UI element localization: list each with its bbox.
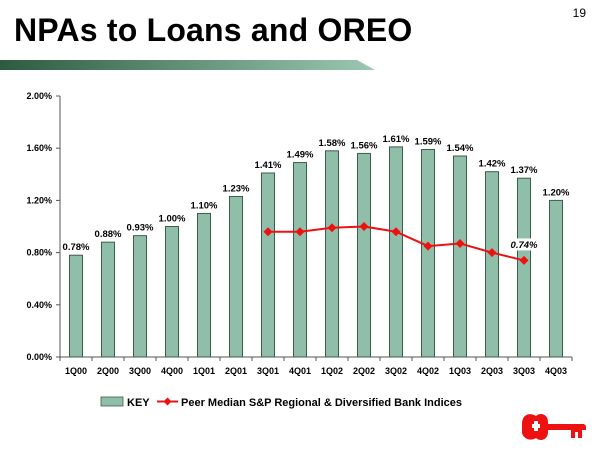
- bar: [101, 241, 115, 358]
- page-number: 19: [572, 6, 586, 20]
- bar-data-label: 1.58%: [319, 138, 346, 149]
- x-tick-label: 1Q03: [449, 366, 471, 376]
- x-tick-label: 2Q00: [97, 366, 119, 376]
- bar-data-label: 1.49%: [287, 150, 314, 161]
- y-tick-label: 0.00%: [26, 352, 52, 362]
- bar-data-labels: 0.78% 0.88% 0.93% 1.00% 1.10% 1.23% 1.41% 1.49%…: [63, 134, 570, 253]
- x-tick-label: 3Q03: [513, 366, 535, 376]
- bar-data-label: 0.88%: [95, 229, 122, 240]
- bar: [133, 235, 147, 358]
- x-tick-label: 1Q02: [321, 366, 343, 376]
- peer-point-marker: [423, 241, 433, 251]
- peer-annotation-bg: [508, 238, 540, 251]
- peer-point-marker: [359, 222, 369, 231]
- bar-data-label: 1.42%: [479, 159, 506, 170]
- peer-point-marker: [519, 255, 529, 265]
- peer-point-marker: [327, 223, 337, 233]
- legend-label-peer: Peer Median S&P Regional & Diversified B…: [181, 397, 462, 409]
- bar: [69, 254, 83, 358]
- x-tick-label: 2Q02: [353, 366, 375, 376]
- y-tick-label: 0.40%: [26, 300, 52, 310]
- bar: [197, 212, 211, 358]
- bar: [389, 146, 403, 358]
- bar: [357, 152, 371, 358]
- peer-annotation-label: 0.74%: [511, 240, 538, 251]
- x-tick-label: 4Q02: [417, 366, 439, 376]
- bar-data-label: 1.00%: [159, 214, 186, 225]
- key-icon: [522, 414, 586, 440]
- bar: [517, 177, 531, 358]
- bar: [549, 199, 563, 358]
- bar: [453, 155, 467, 358]
- bar-data-label: 1.56%: [351, 140, 378, 151]
- bar: [261, 172, 275, 358]
- legend-swatch-key: [100, 396, 124, 407]
- bar-data-label: 0.93%: [127, 223, 154, 234]
- peer-point-marker: [295, 227, 305, 237]
- peer-point-marker: [263, 227, 273, 237]
- y-tick-label: 1.60%: [26, 143, 52, 153]
- x-tick-label: 4Q01: [289, 366, 311, 376]
- y-tick-label: 0.80%: [26, 248, 52, 258]
- x-tick-label: 4Q03: [545, 366, 567, 376]
- x-tick-label: 2Q01: [225, 366, 247, 376]
- y-axis: 0.00% 0.40% 0.80% 1.20% 1.60% 2.00%: [26, 91, 61, 362]
- x-tick-label: 4Q00: [161, 366, 183, 376]
- bar-data-label: 1.37%: [511, 165, 538, 176]
- bar-data-label: 1.10%: [191, 200, 218, 211]
- x-tick-label: 3Q00: [129, 366, 151, 376]
- peer-point-marker: [487, 248, 497, 258]
- x-tick-label: 3Q01: [257, 366, 279, 376]
- x-tick-label: 3Q02: [385, 366, 407, 376]
- legend-swatch-peer-marker: [163, 397, 172, 406]
- bar: [325, 150, 339, 358]
- line-series-peer-median: 0.74%: [263, 222, 540, 265]
- y-tick-label: 1.20%: [26, 195, 52, 205]
- title-underline-bar: [0, 60, 375, 70]
- bar: [165, 226, 179, 358]
- y-tick-label: 2.00%: [26, 91, 52, 101]
- peer-point-marker: [455, 238, 465, 248]
- legend-label-key: KEY: [127, 397, 150, 409]
- bar-data-label: 1.61%: [383, 134, 410, 145]
- legend: KEY Peer Median S&P Regional & Diversifi…: [100, 396, 462, 409]
- bar: [229, 195, 243, 358]
- bar-data-label: 1.59%: [415, 137, 442, 148]
- bar-data-label: 1.54%: [447, 143, 474, 154]
- bar-data-label: 1.23%: [223, 183, 250, 194]
- x-axis: 1Q00 2Q00 3Q00 4Q00 1Q01 2Q01 3Q01 4Q01 1Q02 2Q02…: [59, 356, 573, 376]
- bar-series-key: [69, 146, 563, 358]
- bar-data-label: 0.78%: [63, 242, 90, 253]
- x-tick-label: 2Q03: [481, 366, 503, 376]
- page-title: NPAs to Loans and OREO: [14, 12, 413, 48]
- bar: [421, 149, 435, 358]
- bar-data-label: 1.41%: [255, 160, 282, 171]
- peer-point-marker: [391, 227, 401, 237]
- bar-data-label: 1.20%: [543, 187, 570, 198]
- x-tick-label: 1Q00: [65, 366, 87, 376]
- x-tick-label: 1Q01: [193, 366, 215, 376]
- bar: [485, 171, 499, 358]
- bar: [293, 162, 307, 358]
